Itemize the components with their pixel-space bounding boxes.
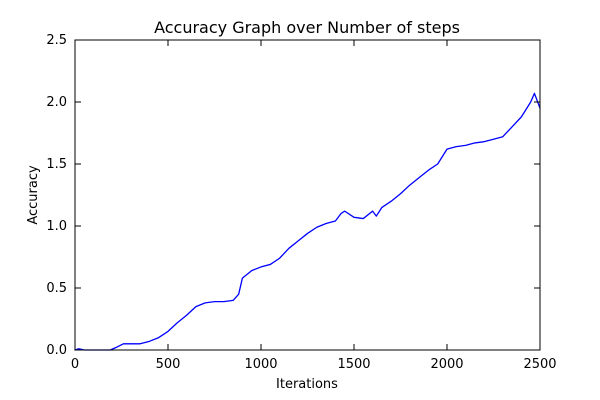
y-tick-label: 0.5 — [46, 281, 67, 296]
y-tick-label: 1.0 — [46, 219, 67, 234]
y-tick-label: 0.0 — [46, 343, 67, 358]
x-tick-label: 500 — [156, 357, 181, 372]
y-axis-label: Accuracy — [26, 165, 41, 225]
x-axis-label: Iterations — [276, 377, 338, 392]
chart-title: Accuracy Graph over Number of steps — [154, 18, 460, 37]
x-tick-label: 1000 — [244, 357, 277, 372]
y-tick-label: 2.0 — [46, 95, 67, 110]
plot-frame — [74, 39, 541, 351]
x-tick-label: 1500 — [337, 357, 370, 372]
x-tick-label: 0 — [71, 357, 79, 372]
accuracy-series-line — [74, 92, 541, 351]
y-tick-label: 2.5 — [46, 33, 67, 48]
plot-area: 0 500 1000 1500 2000 2500 0.0 0.5 1.0 1.5 2.0 2.5 — [46, 33, 556, 372]
x-tick-label: 2500 — [523, 357, 556, 372]
y-tick-label: 1.5 — [46, 157, 67, 172]
x-tick-label: 2000 — [430, 357, 463, 372]
